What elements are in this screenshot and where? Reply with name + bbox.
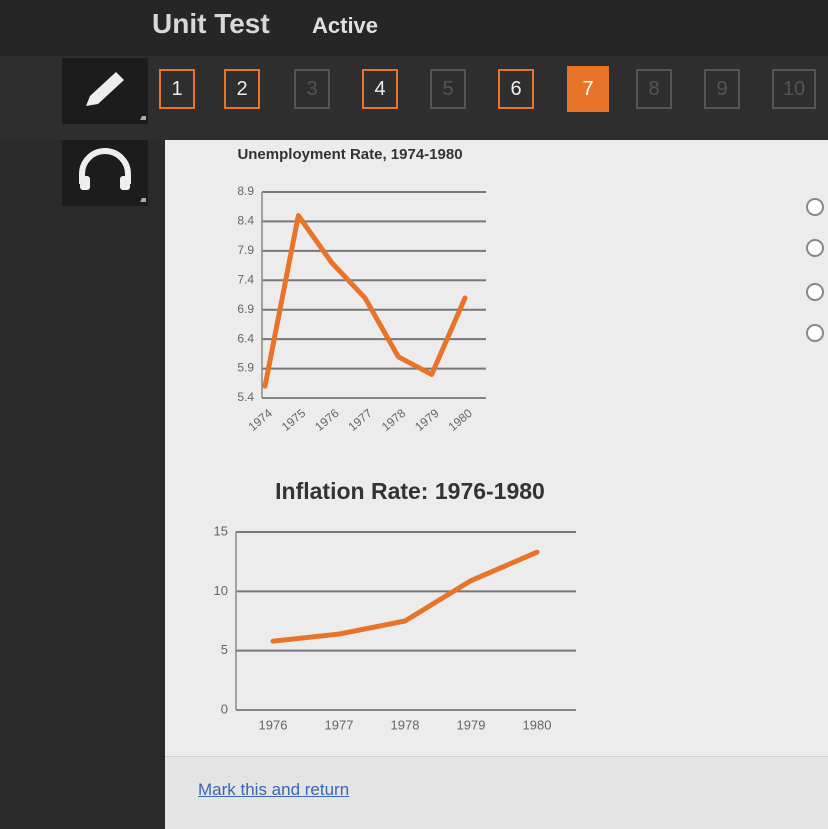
pencil-icon — [86, 72, 146, 120]
question-button[interactable]: 9 — [704, 69, 740, 109]
radio-option[interactable] — [806, 198, 824, 216]
mark-link[interactable]: Mark this and return — [198, 780, 350, 799]
x-tick-label: 1979 — [457, 717, 486, 732]
question-button[interactable]: 4 — [362, 69, 398, 109]
y-tick-label: 7.9 — [237, 243, 254, 257]
radio-option[interactable] — [806, 324, 824, 342]
y-tick-label: 8.4 — [237, 214, 254, 228]
charts: Unemployment Rate, 1974-1980 5.4 5.9 6.4 6.9… — [214, 146, 824, 732]
question-button[interactable]: 5 — [430, 69, 466, 109]
data-line — [270, 549, 540, 644]
x-tick-label: 1977 — [325, 717, 354, 732]
chart-title: Unemployment Rate, 1974-1980 — [237, 146, 462, 163]
radio-option[interactable] — [806, 239, 824, 257]
question-button[interactable]: 3 — [294, 69, 330, 109]
data-line — [262, 213, 468, 389]
test-title: Unit Test — [152, 8, 270, 39]
pencil-tool[interactable] — [62, 58, 148, 124]
x-tick-label: 1974 — [246, 406, 276, 434]
question-button[interactable]: 6 — [498, 69, 534, 109]
x-tick-label: 1980 — [523, 717, 552, 732]
x-tick-label: 1978 — [391, 717, 420, 732]
question-button[interactable]: 2 — [224, 69, 260, 109]
y-tick-label: 7.4 — [237, 272, 254, 286]
question-button[interactable]: 8 — [636, 69, 672, 109]
x-tick-label: 1976 — [312, 406, 342, 434]
y-tick-label: 5 — [221, 642, 228, 657]
y-tick-label: 0 — [221, 701, 228, 716]
x-tick-label: 1977 — [346, 406, 376, 434]
x-tick-label: 1976 — [259, 717, 288, 732]
y-tick-label: 5.9 — [237, 361, 254, 375]
x-tick-label: 1979 — [412, 406, 442, 434]
x-tick-label: 1980 — [446, 406, 476, 434]
y-tick-label: 10 — [214, 583, 228, 598]
question-button[interactable]: 10 — [772, 69, 816, 109]
question-button[interactable]: 1 — [159, 69, 195, 109]
top-bar: Unit Test Active — [0, 0, 828, 56]
chart-title: Inflation Rate: 1976-1980 — [275, 478, 545, 504]
x-tick-label: 1978 — [379, 406, 409, 434]
x-tick-label: 1975 — [279, 406, 309, 434]
audio-tool[interactable] — [62, 140, 148, 206]
question-button[interactable]: 7 — [567, 66, 609, 112]
footer — [165, 756, 828, 829]
y-tick-label: 6.9 — [237, 302, 254, 316]
radio-option[interactable] — [806, 283, 824, 301]
y-tick-label: 5.4 — [237, 390, 254, 404]
y-tick-label: 15 — [214, 523, 228, 538]
test-status: Active — [312, 13, 379, 38]
question-panel — [165, 140, 828, 828]
y-tick-label: 8.9 — [237, 184, 254, 198]
headphone-icon — [79, 148, 146, 202]
y-tick-label: 6.4 — [237, 331, 254, 345]
